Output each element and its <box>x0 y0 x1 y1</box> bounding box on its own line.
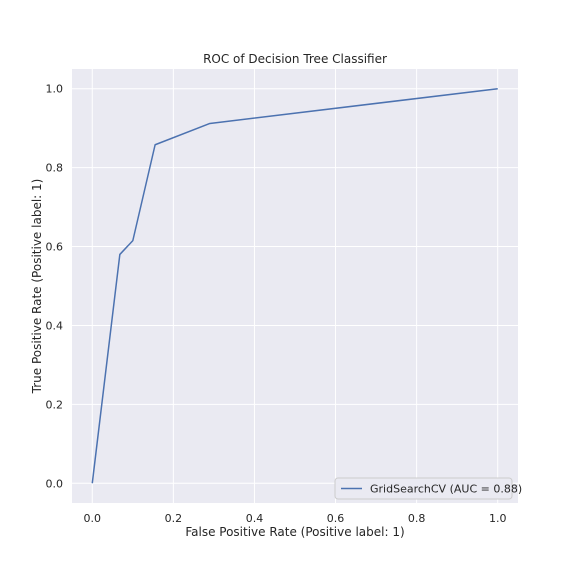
grid-lines <box>72 69 518 503</box>
roc-curve-line <box>91 87 498 484</box>
chart-title: ROC of Decision Tree Classifier <box>203 52 387 66</box>
x-tick-label: 0.8 <box>408 512 426 525</box>
series-layer <box>91 87 498 484</box>
legend-label: GridSearchCV (AUC = 0.88) <box>370 483 522 496</box>
legend: GridSearchCV (AUC = 0.88) <box>334 477 522 500</box>
x-tick-label: 0.6 <box>327 512 345 525</box>
y-tick-label: 0.0 <box>46 477 64 490</box>
y-tick-label: 0.2 <box>46 398 64 411</box>
x-tick-label: 0.2 <box>165 512 183 525</box>
y-tick-label: 0.8 <box>46 162 64 175</box>
legend-box <box>334 477 513 500</box>
x-tick-label: 0.4 <box>246 512 264 525</box>
y-tick-label: 0.6 <box>46 241 64 254</box>
y-tick-label: 1.0 <box>46 83 64 96</box>
x-axis-label: False Positive Rate (Positive label: 1) <box>185 525 404 539</box>
plot-background <box>72 69 518 503</box>
y-tick-label: 0.4 <box>46 319 64 332</box>
x-tick-label: 1.0 <box>489 512 507 525</box>
y-tick-labels: 0.0 0.2 0.4 0.6 0.8 1.0 <box>46 83 64 491</box>
x-tick-labels: 0.0 0.2 0.4 0.6 0.8 1.0 <box>84 512 507 525</box>
x-tick-label: 0.0 <box>84 512 102 525</box>
y-axis-label: True Positive Rate (Positive label: 1) <box>30 179 44 395</box>
